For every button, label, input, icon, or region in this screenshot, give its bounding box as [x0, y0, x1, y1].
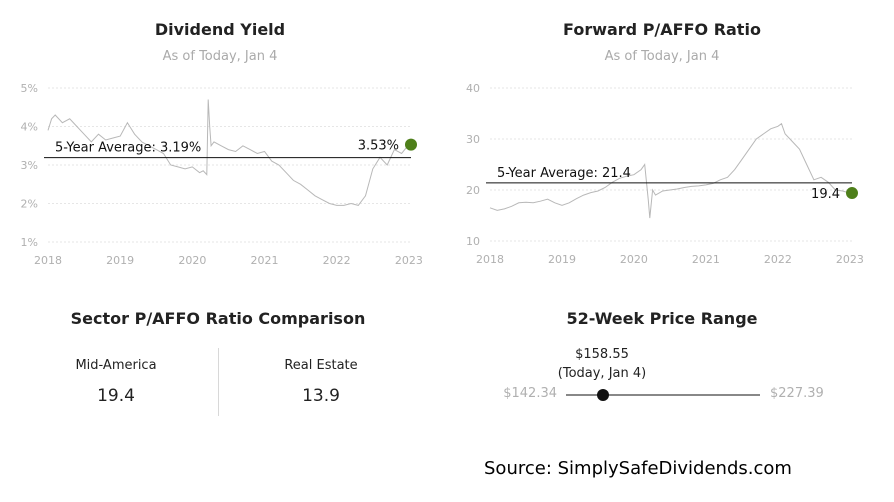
company-value: 19.4	[97, 386, 135, 406]
dividend-yield-y-tick: 4%	[21, 121, 38, 134]
dividend-yield-x-tick: 2021	[251, 254, 279, 267]
pafto-y-tick: 30	[466, 133, 480, 146]
dividend-yield-y-tick: 1%	[21, 236, 38, 249]
sector-label: Real Estate	[284, 358, 358, 373]
pafto-series-line	[489, 122, 850, 219]
dividend-yield-title: Dividend Yield	[154, 20, 286, 39]
company-label: Mid-America	[75, 358, 157, 373]
current-price-label: $158.55	[575, 347, 629, 362]
dividend-yield-series-line	[47, 99, 410, 206]
price-range-title: 52-Week Price Range	[566, 309, 758, 328]
pafto-x-tick: 2021	[692, 253, 720, 266]
dividend-yield-current-marker	[405, 138, 417, 151]
sector-value: 13.9	[302, 386, 340, 406]
dividend-yield-x-tick: 2022	[323, 254, 351, 267]
comparison-divider	[218, 348, 219, 416]
dividend-yield-subtitle: As of Today, Jan 4	[162, 49, 278, 64]
pafto-x-tick: 2019	[548, 253, 576, 266]
dividend-yield-x-tick: 2020	[178, 254, 206, 267]
pafto-current-label: 19.4	[811, 187, 840, 202]
range-high-label: $227.39	[770, 386, 824, 401]
pafto-average-label: 5-Year Average: 21.4	[497, 166, 631, 181]
pafto-x-tick: 2020	[620, 253, 648, 266]
pafto-ratio-subtitle: As of Today, Jan 4	[604, 49, 720, 64]
pafto-y-tick: 10	[466, 235, 480, 248]
dividend-yield-x-tick: 2019	[106, 254, 134, 267]
sector-comparison-title: Sector P/AFFO Ratio Comparison	[70, 309, 366, 328]
current-price-marker	[597, 389, 609, 401]
dividend-yield-y-tick: 5%	[21, 82, 38, 95]
dividend-yield-y-tick: 3%	[21, 159, 38, 172]
dividend-yield-current-label: 3.53%	[358, 139, 399, 154]
pafto-x-tick: 2022	[764, 253, 792, 266]
dividend-yield-average-label: 5-Year Average: 3.19%	[55, 141, 201, 156]
pafto-current-marker	[846, 187, 858, 200]
dividend-yield-x-tick: 2018	[34, 254, 62, 267]
pafto-ratio-title: Forward P/AFFO Ratio	[563, 20, 761, 39]
pafto-x-tick: 2018	[476, 253, 504, 266]
pafto-y-tick: 40	[466, 82, 480, 95]
price-range-track	[566, 389, 760, 401]
dividend-yield-chart: 5% 4% 3% 2% 1% 2018 2019 2020 2021 2022 2023 5-Year…	[21, 82, 423, 267]
dividend-yield-y-tick: 2%	[21, 198, 38, 211]
source-credit: Source: SimplySafeDividends.com	[484, 458, 792, 479]
pafto-ratio-chart: 40 30 20 10 2018 2019 2020 2021 2022 2023 5-Year A…	[466, 82, 864, 266]
pafto-x-tick: 2023	[836, 253, 864, 266]
dividend-yield-x-tick: 2023	[395, 254, 423, 267]
range-low-label: $142.34	[503, 386, 557, 401]
current-price-sublabel: (Today, Jan 4)	[557, 366, 647, 381]
pafto-y-tick: 20	[466, 184, 480, 197]
